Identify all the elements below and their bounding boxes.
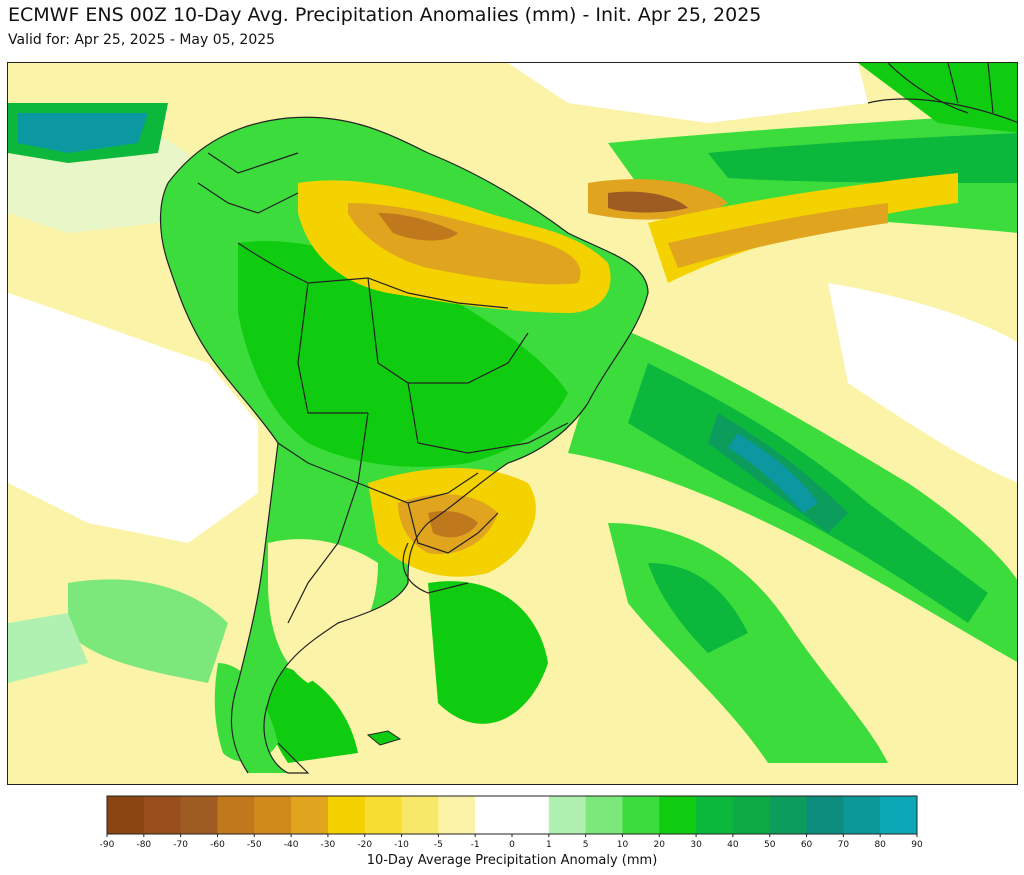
- colorbar-swatch: [843, 796, 881, 834]
- colorbar-swatch: [585, 796, 623, 834]
- anomaly-zone: [68, 579, 228, 683]
- colorbar-swatch: [659, 796, 697, 834]
- colorbar-swatch: [438, 796, 476, 834]
- colorbar-swatch: [696, 796, 734, 834]
- colorbar-tick-label: -1: [471, 840, 480, 850]
- colorbar-tick-label: 0: [509, 840, 515, 850]
- colorbar-tick-label: 60: [801, 840, 813, 850]
- anomaly-zone: [428, 581, 548, 724]
- colorbar-tick-label: 10: [617, 840, 629, 850]
- colorbar-tick-label: -70: [173, 840, 188, 850]
- colorbar-tick-label: 30: [690, 840, 702, 850]
- colorbar-tick-label: 5: [583, 840, 589, 850]
- anomaly-zone: [238, 241, 568, 467]
- anomaly-zone: [708, 133, 1017, 183]
- anomaly-zone: [508, 63, 868, 123]
- precipitation-anomaly-map: [7, 62, 1018, 785]
- colorbar-swatch: [180, 796, 218, 834]
- colorbar-swatch: [291, 796, 329, 834]
- colorbar-tick-label: 40: [727, 840, 739, 850]
- anomaly-zone: [268, 539, 378, 683]
- map-title: ECMWF ENS 00Z 10-Day Avg. Precipitation …: [8, 4, 762, 26]
- colorbar-swatch: [475, 796, 513, 834]
- anomaly-zone: [18, 113, 148, 153]
- country-borders: [159, 63, 1017, 774]
- colorbar-swatch: [622, 796, 660, 834]
- colorbar-swatch: [769, 796, 808, 834]
- anomaly-zone: [648, 563, 748, 653]
- valid-period: Valid for: Apr 25, 2025 - May 05, 2025: [8, 32, 276, 48]
- colorbar-swatch: [217, 796, 255, 834]
- anomaly-zone: [258, 663, 358, 763]
- colorbar-swatch: [143, 796, 182, 834]
- colorbar-tick-label: 70: [838, 840, 850, 850]
- anomaly-zone: [668, 203, 888, 268]
- colorbar-swatch: [327, 796, 366, 834]
- colorbar-tick-label: -10: [394, 840, 409, 850]
- anomaly-zone: [8, 293, 258, 543]
- colorbar-title: 10-Day Average Precipitation Anomaly (mm…: [366, 853, 658, 868]
- anomaly-zone: [608, 191, 688, 213]
- colorbar-swatch: [880, 796, 918, 834]
- colorbar-swatch: [364, 796, 403, 834]
- colorbar-swatch: [512, 796, 550, 834]
- anomaly-zone: [728, 433, 818, 513]
- colorbar-tick-label: -90: [100, 840, 115, 850]
- colorbar-swatch: [254, 796, 292, 834]
- colorbar-swatch: [401, 796, 439, 834]
- colorbar-tick-label: 80: [874, 840, 886, 850]
- colorbar-tick-label: -5: [434, 840, 443, 850]
- anomaly-zone: [214, 663, 278, 762]
- anomaly-zone: [428, 511, 478, 538]
- colorbar-tick-label: -20: [357, 840, 372, 850]
- anomaly-zone: [8, 613, 88, 683]
- colorbar-tick-label: 90: [911, 840, 923, 850]
- colorbar-tick-label: 50: [764, 840, 776, 850]
- colorbar-tick-label: 1: [546, 840, 552, 850]
- colorbar-tick-label: 20: [654, 840, 666, 850]
- colorbar-swatch: [732, 796, 771, 834]
- anomaly-zone: [828, 283, 1017, 483]
- colorbar-tick-label: -30: [321, 840, 336, 850]
- colorbar: -90 -80 -70 -60 -50 -40 -30 -20 -10 -5 -1 0 1 5 10 20 30…: [100, 795, 923, 850]
- colorbar-tick-label: -50: [247, 840, 262, 850]
- colorbar-tick-label: -40: [284, 840, 299, 850]
- colorbar-swatch: [806, 796, 844, 834]
- colorbar-tick-label: -80: [136, 840, 151, 850]
- colorbar-swatch: [548, 796, 587, 834]
- anomaly-zone: [378, 213, 458, 241]
- colorbar-swatch: [107, 796, 145, 834]
- colorbar-tick-label: -60: [210, 840, 225, 850]
- falkland-islands: [366, 730, 402, 746]
- anomaly-zone: [858, 63, 1017, 133]
